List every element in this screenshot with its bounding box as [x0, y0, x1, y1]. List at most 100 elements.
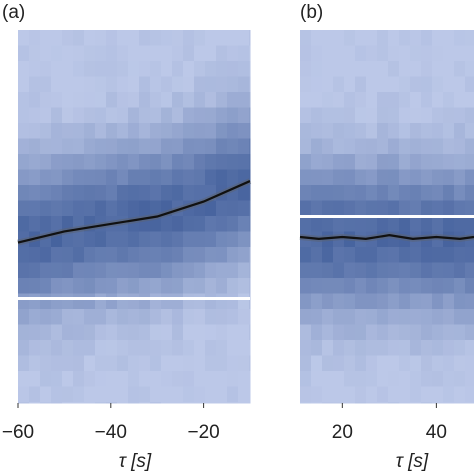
heatmap-cell [139, 231, 151, 248]
heatmap-cell [333, 216, 345, 232]
heatmap-cell [399, 355, 411, 372]
heatmap-cell [106, 386, 118, 403]
heatmap-cell [465, 185, 474, 201]
heatmap-cell [227, 30, 239, 46]
heatmap-cell [333, 107, 345, 124]
heatmap-cell [29, 200, 41, 217]
heatmap-cell [322, 278, 334, 294]
heatmap-cell [421, 386, 433, 403]
heatmap-cell [344, 262, 356, 279]
heatmap-cell [216, 247, 228, 263]
heatmap-cell [454, 216, 466, 232]
heatmap-cell [410, 355, 422, 372]
heatmap-cell [18, 61, 30, 77]
heatmap-cell [322, 185, 334, 201]
heatmap-cell [128, 92, 140, 108]
heatmap-cell [106, 154, 118, 170]
heatmap-cell [399, 61, 411, 77]
heatmap-cell [366, 402, 378, 404]
heatmap-cell [432, 169, 444, 186]
heatmap-cell [432, 278, 444, 294]
heatmap-cell [150, 293, 162, 310]
heatmap-cell [238, 185, 250, 201]
heatmap-cell [249, 262, 251, 279]
heatmap-cell [311, 200, 323, 217]
heatmap-cell [139, 386, 151, 403]
heatmap-cell [117, 30, 129, 46]
heatmap-cell [311, 293, 323, 310]
heatmap-cell [194, 340, 206, 356]
heatmap-cell [366, 30, 378, 46]
heatmap-cell [355, 371, 367, 387]
heatmap-cell [95, 324, 107, 341]
heatmap-cell [454, 371, 466, 387]
heatmap-cell [410, 309, 422, 325]
heatmap-cell [62, 76, 74, 93]
heatmap-cell [311, 386, 323, 403]
heatmap-cell [216, 386, 228, 403]
heatmap-cell [216, 293, 228, 310]
heatmap-cell [366, 247, 378, 263]
heatmap-cell [238, 386, 250, 403]
heatmap-cell [205, 309, 217, 325]
heatmap-cell [399, 45, 411, 62]
heatmap-cell [388, 340, 400, 356]
heatmap-cell [344, 309, 356, 325]
heatmap-cell [194, 92, 206, 108]
heatmap-cell [238, 324, 250, 341]
heatmap-cell [410, 278, 422, 294]
heatmap-cell [333, 169, 345, 186]
heatmap-cell [311, 61, 323, 77]
heatmap-cell [410, 293, 422, 310]
heatmap-cell [311, 30, 323, 46]
heatmap-cell [106, 123, 118, 139]
heatmap-cell [194, 231, 206, 248]
heatmap-cell [205, 30, 217, 46]
heatmap-cell [62, 138, 74, 155]
heatmap-cell [344, 200, 356, 217]
heatmap-cell [344, 30, 356, 46]
heatmap-cell [84, 154, 96, 170]
heatmap-cell [18, 185, 30, 201]
heatmap-cell [465, 107, 474, 124]
heatmap-cell [128, 278, 140, 294]
heatmap-cell [322, 371, 334, 387]
heatmap-cell [18, 107, 30, 124]
heatmap-cell [150, 200, 162, 217]
heatmap-cell [227, 76, 239, 93]
heatmap-cell [73, 61, 85, 77]
heatmap-cell [249, 324, 251, 341]
heatmap-cell [355, 355, 367, 372]
heatmap-cell [40, 340, 52, 356]
heatmap-cell [377, 107, 389, 124]
heatmap-cell [421, 309, 433, 325]
heatmap-cell [172, 371, 184, 387]
heatmap-cell [51, 107, 63, 124]
heatmap-cell [300, 200, 312, 217]
heatmap-cell [216, 92, 228, 108]
heatmap-cell [227, 386, 239, 403]
heatmap-cell [399, 123, 411, 139]
panel-label: (b) [300, 2, 323, 23]
heatmap-cell [421, 154, 433, 170]
heatmap-cell [311, 324, 323, 341]
heatmap-cell [249, 138, 251, 155]
heatmap-cell [249, 247, 251, 263]
heatmap-cell [194, 200, 206, 217]
heatmap-cell [128, 107, 140, 124]
heatmap-cell [29, 76, 41, 93]
heatmap-cell [377, 386, 389, 403]
heatmap-cell [238, 262, 250, 279]
heatmap-cell [355, 247, 367, 263]
heatmap-cell [84, 371, 96, 387]
heatmap-cell [205, 340, 217, 356]
heatmap-cell [366, 324, 378, 341]
heatmap-cell [51, 185, 63, 201]
heatmap-cell [161, 371, 173, 387]
heatmap-cell [432, 45, 444, 62]
heatmap-cell [300, 169, 312, 186]
heatmap-cell [18, 386, 30, 403]
heatmap-cell [139, 30, 151, 46]
heatmap-cell [432, 309, 444, 325]
heatmap-cell [311, 262, 323, 279]
